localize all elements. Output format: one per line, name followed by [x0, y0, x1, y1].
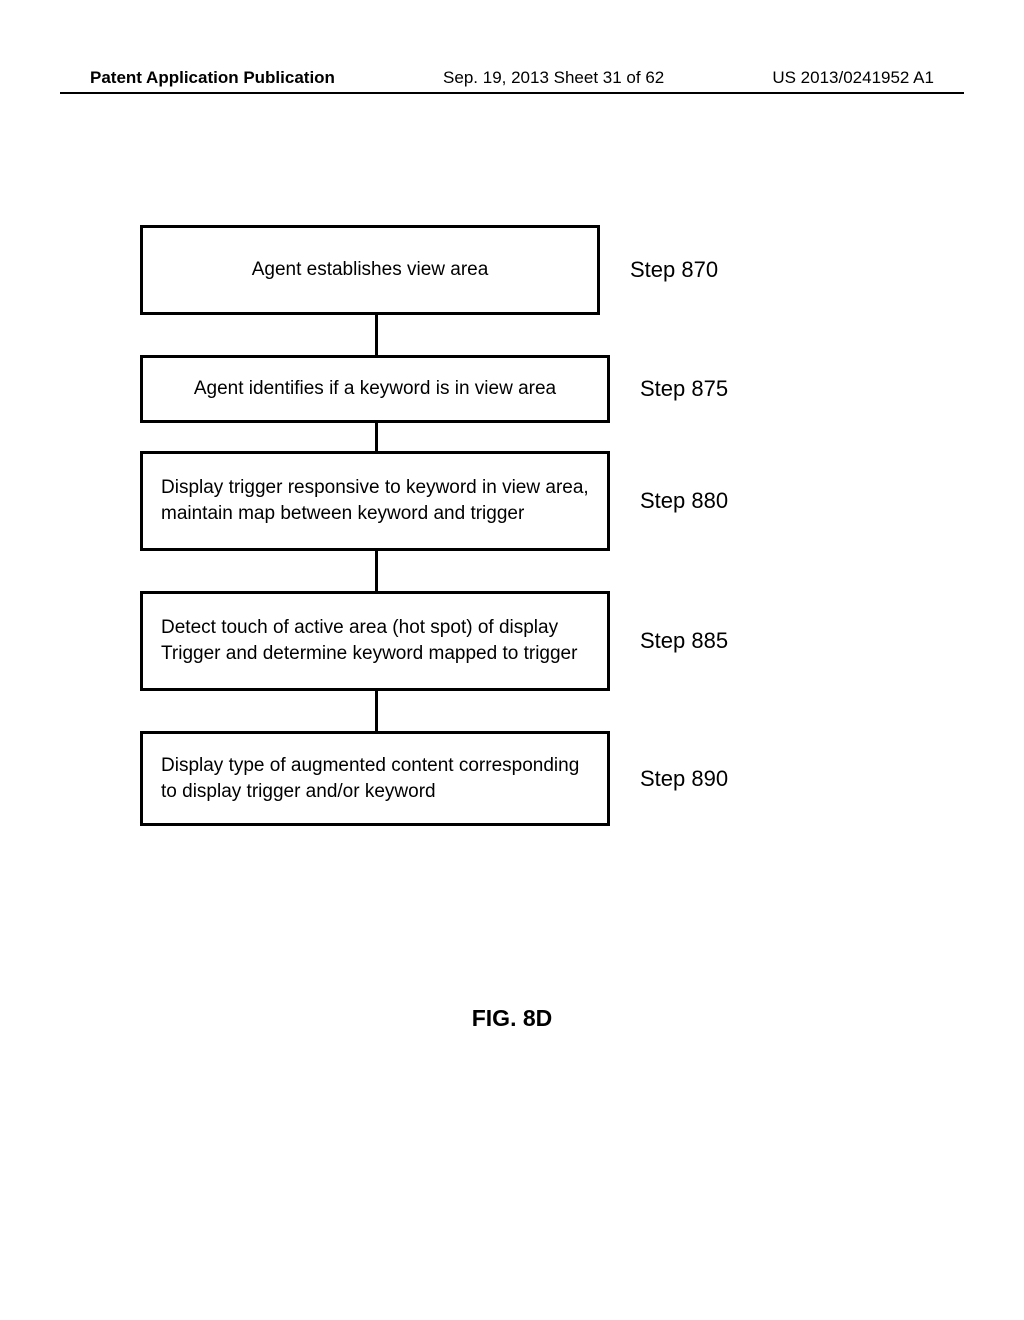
flow-box: Display trigger responsive to keyword in… — [140, 451, 610, 551]
header-left: Patent Application Publication — [90, 68, 335, 88]
figure-label: FIG. 8D — [0, 1005, 1024, 1032]
flow-box-text: Detect touch of active area (hot spot) o… — [161, 615, 589, 666]
header-center: Sep. 19, 2013 Sheet 31 of 62 — [443, 68, 664, 88]
step-label: Step 880 — [640, 488, 728, 514]
step-label: Step 890 — [640, 766, 728, 792]
flowchart: Agent establishes view areaStep 870Agent… — [140, 225, 880, 826]
flow-connector — [375, 315, 378, 355]
flow-row: Agent establishes view area Step 870 — [140, 225, 880, 315]
header-right: US 2013/0241952 A1 — [772, 68, 934, 88]
flow-row: Display type of augmented content corres… — [140, 731, 880, 826]
header-rule — [60, 92, 964, 94]
flow-box: Display type of augmented content corres… — [140, 731, 610, 826]
flow-box-text: Display type of augmented content corres… — [161, 753, 589, 804]
flow-connector — [375, 423, 378, 451]
step-label: Step 875 — [640, 376, 728, 402]
step-label: Step 885 — [640, 628, 728, 654]
flow-connector — [375, 551, 378, 591]
flow-row: Detect touch of active area (hot spot) o… — [140, 591, 880, 691]
page-header: Patent Application Publication Sep. 19, … — [0, 68, 1024, 88]
page-container: Patent Application Publication Sep. 19, … — [0, 0, 1024, 1320]
flow-row: Agent identifies if a keyword is in view… — [140, 355, 880, 423]
flow-box-text: Agent establishes view area — [252, 257, 489, 283]
flow-box-text: Agent identifies if a keyword is in view… — [194, 376, 556, 402]
flow-box-text: Display trigger responsive to keyword in… — [161, 475, 589, 526]
flow-box: Agent establishes view area — [140, 225, 600, 315]
flow-box: Detect touch of active area (hot spot) o… — [140, 591, 610, 691]
flow-box: Agent identifies if a keyword is in view… — [140, 355, 610, 423]
step-label: Step 870 — [630, 257, 718, 283]
flow-connector — [375, 691, 378, 731]
flow-row: Display trigger responsive to keyword in… — [140, 451, 880, 551]
